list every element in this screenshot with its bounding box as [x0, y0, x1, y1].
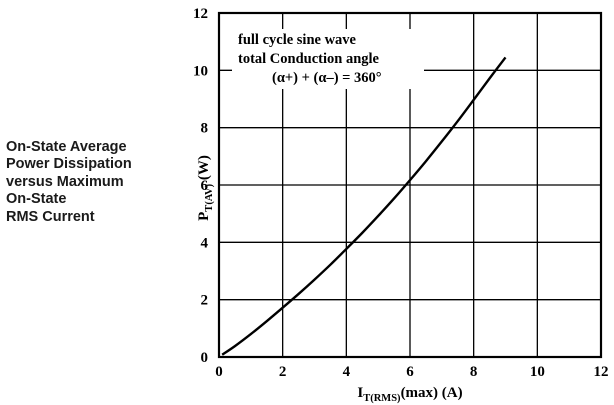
y-tick-label: 2 — [201, 293, 209, 309]
y-tick-label: 4 — [201, 235, 209, 251]
annotation-line-3: (α+) + (α–) = 360° — [272, 70, 382, 86]
y-tick-labels: 0 2 4 6 8 10 12 — [193, 6, 209, 366]
y-tick-label: 0 — [201, 350, 209, 366]
y-axis-label-rest: (W) — [196, 155, 212, 184]
y-axis-label-sub: T(AV) — [204, 183, 215, 211]
caption-line: On-State Average — [6, 139, 127, 155]
y-axis-label: PT(AV) (W) — [196, 155, 215, 221]
caption-line: RMS Current — [6, 208, 95, 225]
x-tick-labels: 0 2 4 6 8 10 12 — [215, 364, 608, 380]
y-tick-label: 10 — [193, 63, 208, 79]
caption-line: Power Dissipation — [6, 156, 132, 173]
annotation-line-2: total Conduction angle — [238, 51, 380, 67]
x-tick-label: 6 — [406, 364, 414, 380]
annotation-background — [232, 29, 424, 89]
annotation-line-1: full cycle sine wave — [238, 32, 357, 48]
x-tick-label: 10 — [530, 364, 545, 380]
plot-frame — [217, 11, 603, 359]
x-tick-label: 4 — [343, 364, 351, 380]
curves — [221, 56, 507, 356]
x-tick-label: 0 — [215, 364, 223, 380]
y-tick-label: 12 — [193, 6, 208, 22]
x-axis-label-sub: T(RMS) — [363, 393, 401, 404]
y-axis-label-main: P — [196, 212, 212, 221]
chart-caption: On-State Average Power Dissipation versu… — [6, 139, 176, 226]
caption-line: versus Maximum — [6, 173, 124, 190]
x-axis-label-main: I — [357, 385, 363, 401]
x-tick-label: 2 — [279, 364, 287, 380]
series-line — [221, 56, 507, 356]
caption-line: On-State — [6, 191, 67, 208]
x-tick-label: 12 — [594, 364, 609, 380]
y-tick-label: 8 — [201, 121, 209, 137]
x-axis-label: IT(RMS)(max) (A) — [357, 385, 462, 404]
y-tick-label: 6 — [201, 178, 209, 194]
x-tick-label: 8 — [470, 364, 478, 380]
x-axis-label-rest: (max) (A) — [401, 385, 463, 401]
